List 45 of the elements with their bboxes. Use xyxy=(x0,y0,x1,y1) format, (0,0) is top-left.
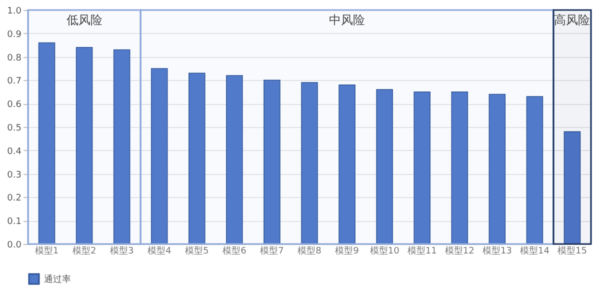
y-tick-label: 0.0 xyxy=(7,240,22,250)
y-tick-label: 0.8 xyxy=(7,53,22,64)
y-tick-label: 0.3 xyxy=(7,170,22,180)
y-tick-label: 0.5 xyxy=(7,124,22,134)
y-tick-label: 1.0 xyxy=(7,6,22,16)
x-tick-label: 模型4 xyxy=(148,246,172,256)
x-tick-label: 模型8 xyxy=(298,246,322,256)
bar xyxy=(264,80,280,244)
x-tick-label: 模型5 xyxy=(185,246,209,256)
bar xyxy=(564,131,581,244)
x-tick-label: 模型9 xyxy=(335,246,360,256)
y-tick-label: 0.2 xyxy=(7,194,22,204)
x-tick-label: 模型10 xyxy=(370,246,400,256)
y-tick-label: 0.6 xyxy=(7,100,22,110)
x-tick-label: 模型15 xyxy=(558,246,587,256)
bar xyxy=(226,75,243,244)
x-tick-label: 模型1 xyxy=(34,246,59,256)
band-label: 低风险 xyxy=(66,13,102,27)
x-tick-label: 模型12 xyxy=(444,246,474,256)
bar xyxy=(414,92,430,244)
y-tick-label: 0.9 xyxy=(7,30,22,40)
bar xyxy=(76,47,93,244)
y-tick-label: 0.7 xyxy=(7,76,22,87)
band-label: 中风险 xyxy=(329,13,366,27)
y-tick-label: 0.1 xyxy=(7,217,22,228)
y-tick-label: 0.4 xyxy=(7,146,22,157)
x-tick-label: 模型6 xyxy=(222,246,247,256)
bar xyxy=(338,84,356,244)
bar xyxy=(188,72,206,244)
bar xyxy=(376,89,393,244)
legend-label: 通过率 xyxy=(44,274,71,285)
bar xyxy=(488,94,506,244)
bar xyxy=(526,96,544,244)
x-tick-label: 模型7 xyxy=(260,246,284,256)
x-tick-label: 模型13 xyxy=(482,246,512,256)
x-tick-label: 模型14 xyxy=(520,246,550,256)
x-tick-label: 模型3 xyxy=(110,246,134,256)
bar xyxy=(301,82,318,244)
x-tick-label: 模型2 xyxy=(72,246,96,256)
bar xyxy=(38,42,56,244)
x-tick-label: 模型11 xyxy=(407,246,437,256)
bar xyxy=(150,68,168,244)
bar xyxy=(113,49,130,244)
bar xyxy=(451,92,468,244)
band-label: 高风险 xyxy=(554,13,590,27)
